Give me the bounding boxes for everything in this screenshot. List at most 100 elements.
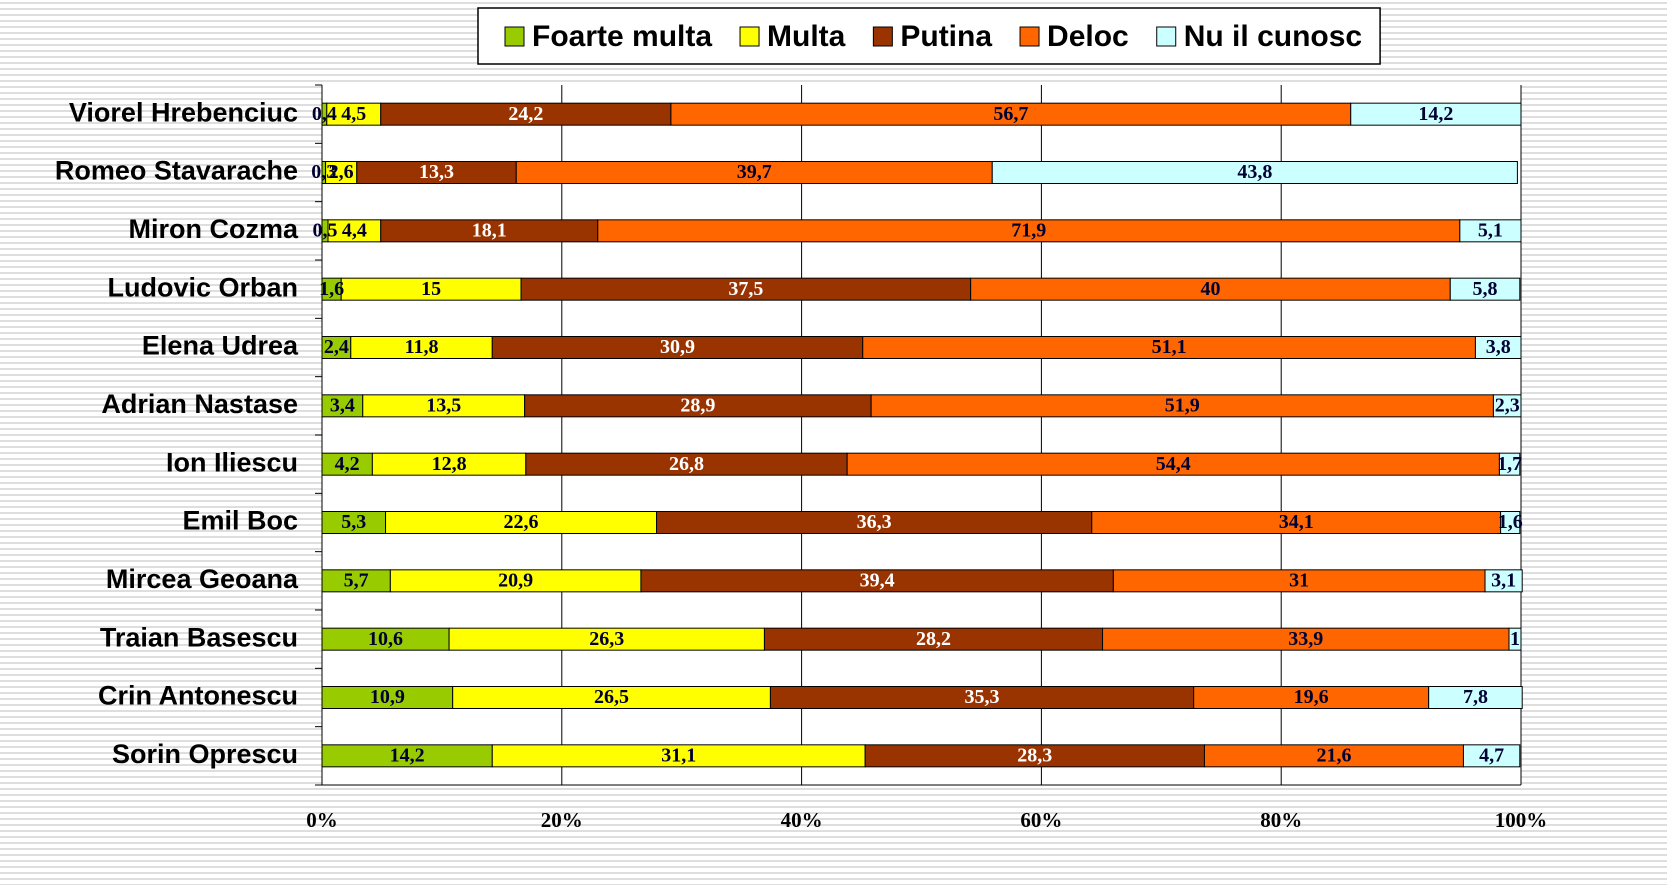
bar-segment (1449, 277, 1521, 301)
value-label: 28,2 (916, 628, 951, 650)
value-label: 1,6 (319, 278, 344, 300)
legend-swatch (739, 26, 760, 47)
legend-swatch (872, 26, 893, 47)
value-label: 18,1 (472, 219, 507, 241)
legend-label: Putina (900, 20, 992, 53)
value-label: 5,1 (1478, 219, 1503, 241)
legend-label: Nu il cunosc (1184, 20, 1362, 53)
value-label: 2,3 (1495, 394, 1520, 416)
bar-segment (1484, 569, 1523, 593)
value-label: 0,3 (311, 161, 336, 183)
legend-label: Foarte multa (532, 20, 712, 53)
x-tick-label: 100% (1495, 808, 1548, 832)
value-label: 1,7 (1497, 453, 1522, 475)
value-label: 4,7 (1479, 744, 1504, 766)
y-tick-label: Traian Basescu (100, 622, 298, 652)
value-label: 3,8 (1486, 336, 1511, 358)
value-label: 11,8 (405, 336, 439, 358)
value-label: 40 (1200, 278, 1220, 300)
value-label: 5,3 (341, 511, 366, 533)
value-label: 36,3 (857, 511, 892, 533)
value-label: 3,1 (1491, 569, 1516, 591)
plot-area (322, 85, 1521, 785)
legend-swatch (504, 26, 525, 47)
bar-segment (1350, 102, 1522, 126)
x-tick-label: 0% (306, 808, 338, 832)
value-label: 35,3 (965, 686, 1000, 708)
bar-segment (1428, 686, 1523, 709)
value-label: 4,2 (335, 453, 360, 475)
value-label: 14,2 (1418, 103, 1453, 125)
value-label: 0,4 (312, 103, 337, 125)
value-label: 5,8 (1473, 278, 1498, 300)
y-tick-label: Viorel Hrebenciuc (69, 97, 298, 127)
bar-segment (1508, 627, 1522, 651)
bar-segment (1492, 394, 1522, 418)
y-tick-label: Ludovic Orban (107, 272, 298, 302)
value-label: 10,6 (368, 628, 403, 650)
bar-segment (1500, 511, 1521, 534)
value-label: 56,7 (993, 103, 1028, 125)
y-tick-label: Sorin Oprescu (112, 739, 298, 769)
value-label: 4,4 (342, 219, 367, 241)
value-label: 37,5 (728, 278, 763, 300)
value-label: 51,9 (1165, 394, 1200, 416)
value-label: 24,2 (508, 103, 543, 125)
legend-box (477, 7, 1381, 65)
value-label: 26,5 (594, 686, 629, 708)
value-label: 12,8 (432, 453, 467, 475)
value-label: 30,9 (660, 336, 695, 358)
value-label: 13,5 (426, 394, 461, 416)
x-tick-label: 60% (1020, 808, 1062, 832)
legend-swatch (1156, 26, 1177, 47)
value-label: 26,3 (589, 628, 624, 650)
value-label: 14,2 (390, 744, 425, 766)
bar-segment (1498, 452, 1521, 476)
value-label: 19,6 (1294, 686, 1329, 708)
y-tick-label: Mircea Geoana (106, 564, 299, 594)
value-label: 2,6 (329, 161, 354, 183)
value-label: 28,3 (1017, 744, 1052, 766)
value-label: 21,6 (1316, 744, 1351, 766)
value-label: 51,1 (1152, 336, 1187, 358)
value-label: 34,1 (1279, 511, 1314, 533)
value-label: 13,3 (419, 161, 454, 183)
value-label: 28,9 (680, 394, 715, 416)
x-tick-label: 20% (541, 808, 583, 832)
y-tick-label: Romeo Stavarache (55, 156, 298, 186)
y-tick-label: Elena Udrea (142, 331, 299, 361)
y-tick-label: Ion Iliescu (166, 447, 298, 477)
value-label: 31 (1289, 569, 1309, 591)
value-label: 5,7 (344, 569, 369, 591)
value-label: 1,6 (1498, 511, 1523, 533)
value-label: 10,9 (370, 686, 405, 708)
legend-swatch (1019, 26, 1040, 47)
bar-segment (1462, 744, 1521, 768)
y-tick-label: Emil Boc (182, 506, 298, 536)
value-label: 1 (1510, 628, 1520, 650)
value-label: 33,9 (1288, 628, 1323, 650)
bar-segment (991, 161, 1518, 184)
bar-segment (1474, 336, 1522, 359)
value-label: 4,5 (341, 103, 366, 125)
value-label: 3,4 (330, 394, 355, 416)
y-tick-label: Crin Antonescu (98, 681, 298, 711)
value-label: 31,1 (661, 744, 696, 766)
value-label: 15 (421, 278, 441, 300)
legend-label: Deloc (1047, 20, 1129, 53)
value-label: 26,8 (669, 453, 704, 475)
legend-label: Multa (767, 20, 846, 53)
value-label: 71,9 (1011, 219, 1046, 241)
value-label: 39,4 (860, 569, 895, 591)
x-tick-label: 40% (781, 808, 823, 832)
bar-segment (1459, 219, 1522, 243)
value-label: 20,9 (498, 569, 533, 591)
x-tick-label: 80% (1260, 808, 1302, 832)
value-label: 7,8 (1463, 686, 1488, 708)
y-tick-label: Miron Cozma (128, 214, 298, 244)
y-tick-label: Adrian Nastase (101, 389, 298, 419)
value-label: 39,7 (737, 161, 772, 183)
value-label: 2,4 (324, 336, 349, 358)
value-label: 0,5 (312, 219, 337, 241)
